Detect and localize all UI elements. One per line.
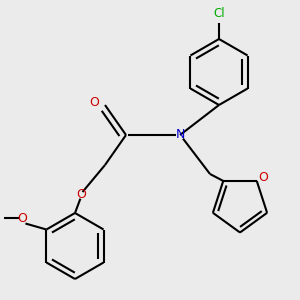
Text: Cl: Cl: [213, 7, 225, 20]
Text: N: N: [175, 128, 185, 142]
Text: O: O: [76, 188, 86, 202]
Text: O: O: [17, 212, 27, 226]
Text: O: O: [90, 95, 99, 109]
Text: O: O: [258, 171, 268, 184]
